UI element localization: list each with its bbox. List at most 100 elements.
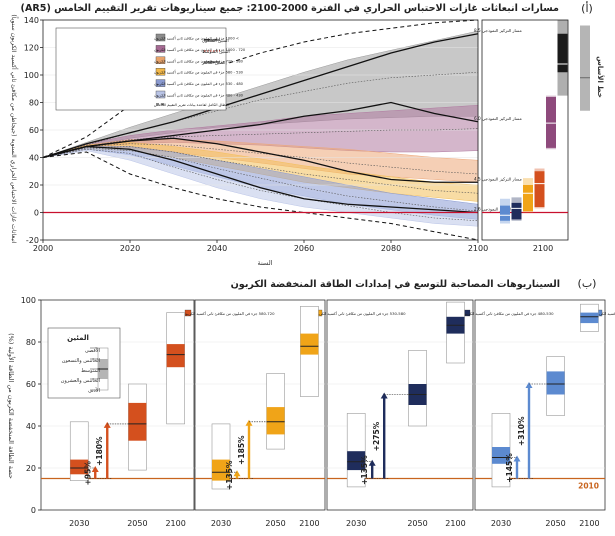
y-tick-label: 120 [24, 44, 39, 53]
full-range-low-line [42, 151, 479, 241]
legend-label: 530 - 580 جزء في المليون من مكافئ ثاني أ… [154, 70, 244, 75]
arrow-2030-label: +145% [505, 453, 514, 483]
rcp-line-4.5 [42, 137, 478, 183]
b-x-tick-label: 2100 [165, 519, 185, 528]
panel-a-title: مسارات انبعاثات غازات الاحتباس الحراري ف… [20, 3, 559, 14]
median-line-720-1000 [42, 128, 479, 158]
arrow-2050-label: +180% [95, 436, 104, 466]
legend-label: 720 - 1000 جزء في المليون من مكافئ ثاني … [154, 47, 246, 52]
y-tick-label: 20 [29, 181, 39, 190]
subpanel-label: 530-580 جزء في المليون من مكافئ ثاني أكس… [314, 311, 406, 316]
y-tick-label: 100 [24, 71, 39, 80]
side-box-580-720 [534, 171, 545, 207]
iqr-box-2030 [492, 447, 510, 464]
percentile-legend-title: المئين [67, 334, 89, 342]
legend-swatch [155, 45, 166, 53]
b-y-tick-label: 20 [26, 464, 36, 473]
x-tick-label: 2040 [207, 244, 227, 253]
label-2010: 2010 [578, 482, 599, 491]
b-x-tick-label: 2030 [491, 519, 511, 528]
y-tick-label: 60 [29, 126, 39, 135]
baseline-label: خط الأساس [596, 56, 604, 98]
b-x-tick-label: 2050 [545, 519, 565, 528]
arrow-2050-head [245, 419, 253, 426]
side-frame [481, 19, 569, 241]
iqr-box-2100 [580, 312, 599, 324]
iqr-box-2050 [128, 402, 147, 441]
b-x-tick-label: 2100 [445, 519, 465, 528]
rcp-line-2.6 [42, 145, 479, 214]
panel-b-letter: (ب) [577, 277, 597, 290]
b-y-tick-label: 60 [26, 380, 36, 389]
percentile-max: الأقصى [84, 348, 100, 354]
percentile-95: الخامس والتسعون [61, 358, 100, 364]
legend-line-label: المئين المتوسط [202, 49, 230, 54]
arrow-2030-head [91, 466, 99, 472]
iqr-box-2100 [166, 344, 185, 368]
arrow-2050-head [103, 421, 111, 428]
subpanel-swatch [184, 309, 192, 317]
iqr-box-2030 [212, 459, 230, 481]
b-y-tick-label: 0 [31, 506, 36, 515]
legend-full-range-label: النطاق الكامل لقاعدة بيانات تقرير التقيي… [154, 103, 229, 107]
x-tick-label: 2000 [33, 244, 53, 253]
legend-label: > 1000 جزء في المليون من مكافئ ثاني أكسي… [154, 36, 239, 41]
arrow-2050-label: +310% [517, 416, 526, 446]
legend-label: 480 - 530 جزء في المليون من مكافئ ثاني أ… [154, 81, 244, 86]
legend-swatch [155, 90, 166, 99]
arrow-2030-label: +135% [225, 460, 234, 490]
arrow-2030-head [368, 459, 376, 466]
side-box-720-1000 [546, 97, 556, 148]
legend-line-label: المئين العاشر [201, 60, 225, 65]
b-y-tick-label: 40 [26, 422, 36, 431]
percentile-min: الأدنى [87, 388, 100, 394]
rcp-label-2.6: مسار التركيز النموذجي 2.6 [474, 207, 522, 212]
x-tick-label: 2100 [468, 244, 488, 253]
range-box-2100 [166, 312, 185, 425]
panel-a-ylabel: انبعاثات غازات الاحتباس الحراري السنوية … [10, 14, 17, 244]
side-x-tick-label: 2100 [533, 244, 553, 253]
subpanel-label: 480-530 جزء في المليون من مكافئ ثاني أكس… [462, 311, 554, 316]
y-tick-label: 80 [29, 99, 39, 108]
y-tick-label: 140 [24, 16, 39, 25]
legend-label: 580 - 720 جزء في المليون من مكافئ ثاني أ… [154, 58, 244, 63]
arrow-2030-head [513, 455, 521, 462]
panel-a-letter: (أ) [581, 2, 593, 15]
percentile-median: المتوسط [81, 368, 100, 374]
x-tick-label: 2060 [294, 244, 314, 253]
y-tick-label: 0 [34, 209, 39, 218]
side-box-480-530 [511, 202, 522, 220]
b-x-tick-label: 2050 [265, 519, 285, 528]
rcp-label-8.5: مسار التركيز النموذجي 8.5 [474, 28, 522, 33]
panel-b-title: السيناريوهات المصاحبة للتوسع في إمدادات … [230, 279, 560, 290]
legend-box [55, 27, 227, 111]
iqr-box-2050 [266, 407, 285, 435]
b-x-tick-label: 2030 [346, 519, 366, 528]
legend-swatch [155, 56, 166, 64]
b-x-tick-label: 2050 [407, 519, 427, 528]
rcp-label-6.0: مسار التركيز النموذجي 6.0 [474, 116, 522, 121]
side-box-430-480 [500, 205, 510, 221]
legend-swatch [155, 67, 166, 76]
b-y-tick-label: 80 [26, 338, 36, 347]
arrow-2050-head [380, 392, 388, 399]
iqr-box-2030 [70, 459, 89, 475]
iqr-box-2100 [300, 333, 319, 355]
b-y-tick-label: 100 [21, 296, 36, 305]
side-box-530-580 [523, 185, 533, 212]
b-x-tick-label: 2030 [211, 519, 231, 528]
legend-swatch [155, 33, 166, 42]
median-line-580-720 [42, 143, 479, 175]
arrow-2030-head [233, 470, 241, 477]
b-x-tick-label: 2100 [299, 519, 319, 528]
y-tick-label: 40 [29, 154, 39, 163]
arrow-2030-label: +135% [360, 455, 369, 485]
panel-a-xlabel: السنة [257, 259, 273, 267]
b-x-tick-label: 2050 [127, 519, 147, 528]
b-x-tick-label: 2100 [579, 519, 599, 528]
median-line-430-480 [42, 148, 479, 222]
legend-swatch [155, 79, 166, 87]
legend-label: 430 - 480 جزء في المليون من مكافئ ثاني أ… [154, 93, 244, 98]
side-box->1000 [557, 33, 568, 73]
